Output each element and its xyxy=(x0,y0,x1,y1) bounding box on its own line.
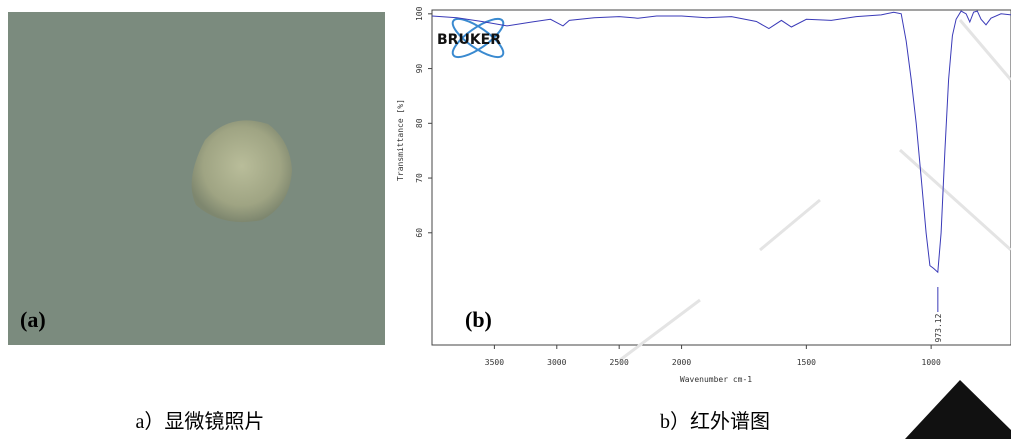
spectrum-line xyxy=(431,10,1011,274)
caption: a）显微镜照片 xyxy=(136,410,265,433)
watermark xyxy=(619,19,1011,362)
y-tick-label: 80 xyxy=(415,118,424,128)
x-tick-label: 2500 xyxy=(610,358,629,367)
y-tick-label: 100 xyxy=(415,6,424,21)
y-tick-label: 70 xyxy=(415,173,424,183)
x-tick-label: 3500 xyxy=(485,358,504,367)
x-tick-label: 1000 xyxy=(922,358,941,367)
panel-label: (b) xyxy=(465,307,492,332)
watermark-mark xyxy=(905,380,1011,439)
logo: BRUKER xyxy=(437,17,505,59)
plot-frame xyxy=(431,9,1011,346)
caption: b）红外谱图 xyxy=(660,410,770,433)
x-tick-label: 3000 xyxy=(547,358,566,367)
photo-label: (a) xyxy=(20,307,46,332)
peak-label: 973.12 xyxy=(934,313,943,342)
crystal xyxy=(191,120,292,223)
y-tick-label: 60 xyxy=(415,228,424,238)
x-axis-label: Wavenumber cm-1 xyxy=(680,375,752,384)
y-tick-label: 90 xyxy=(415,64,424,74)
x-tick-label: 2000 xyxy=(672,358,691,367)
y-axis-label: Transmittance [%] xyxy=(396,99,405,181)
logo-text: BRUKER xyxy=(437,32,501,48)
x-tick-label: 1500 xyxy=(797,358,816,367)
